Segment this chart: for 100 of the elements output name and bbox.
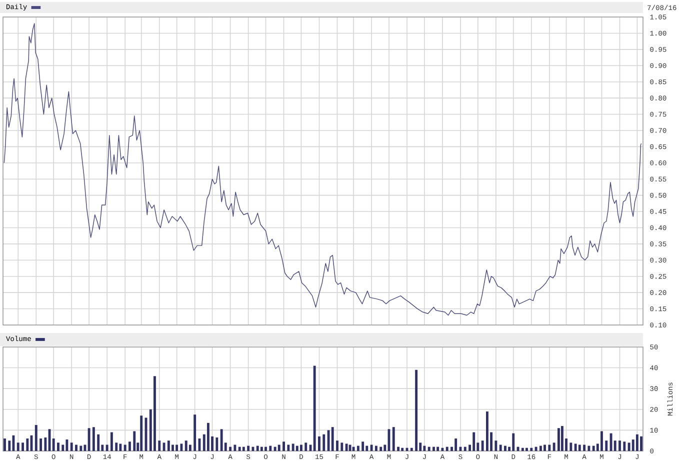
bar [296,446,298,451]
bar [70,442,73,451]
bar [512,433,515,451]
bar [313,366,316,451]
bar [481,440,484,451]
bar [370,444,373,451]
bar [282,442,285,451]
bar [264,446,267,451]
bar [436,446,440,451]
bar [539,446,542,451]
bar [184,440,188,451]
bar [180,444,183,451]
bar [583,444,586,451]
bar [52,438,55,451]
bar [22,442,24,451]
bar [356,446,360,451]
bar [26,438,29,451]
bar [544,444,546,451]
bar [374,446,378,451]
bar [570,442,572,451]
bar [423,446,426,451]
bar [614,440,616,451]
bar [216,437,218,451]
bar [331,427,334,451]
bar [592,446,595,451]
bar [75,444,78,451]
bar [238,446,241,451]
bar [260,446,263,451]
bar [380,446,382,451]
bar [140,416,143,451]
bar [574,444,577,451]
bar [486,411,488,451]
bar [366,446,368,451]
bar [154,376,156,451]
bar [401,448,404,451]
bar [640,436,642,451]
bar [106,444,108,451]
bar [167,440,170,451]
bar [526,448,528,451]
bar [158,440,161,451]
bar [229,446,232,451]
bar [88,428,90,451]
bar [428,446,430,451]
bar [252,446,254,451]
bar [552,442,556,451]
bar [521,448,524,451]
bar [494,440,498,451]
bar [304,442,308,451]
bar [16,442,20,451]
bar [454,438,458,451]
bar [234,444,236,451]
bar [464,446,466,451]
bar [4,438,6,451]
bar [133,431,136,451]
bar [274,446,276,451]
bar [618,440,621,451]
bar [242,446,245,451]
bar [415,370,418,451]
bar [80,446,82,451]
bar [392,427,395,451]
bar [128,442,131,451]
bar [194,414,196,451]
bar [441,448,444,451]
bar [110,432,113,451]
bar [172,444,174,451]
bar [446,446,448,451]
bar [292,444,294,451]
bar [318,436,320,451]
bar [269,446,272,451]
bar [119,444,122,451]
bar [397,446,400,451]
bar [256,446,259,451]
bar [499,444,502,451]
bar [8,440,11,451]
bar [340,442,344,451]
bar [636,434,638,451]
bar [384,444,386,451]
bar [66,440,68,451]
bar [40,438,42,451]
bar [287,444,290,451]
bar [557,428,560,451]
bar [247,446,250,451]
bar [97,434,100,451]
bar [176,444,178,451]
bar [92,427,95,451]
bar [44,437,47,451]
bar [600,431,603,451]
bar [530,448,533,451]
bar [34,424,38,451]
bar [410,448,413,451]
bar [628,442,630,451]
bar [588,446,590,451]
bar [534,446,538,451]
bar [124,444,126,451]
bar [322,434,326,451]
bar [115,442,118,451]
bar [548,444,551,451]
bar [300,444,302,451]
bar [278,444,280,451]
bar [560,426,564,451]
